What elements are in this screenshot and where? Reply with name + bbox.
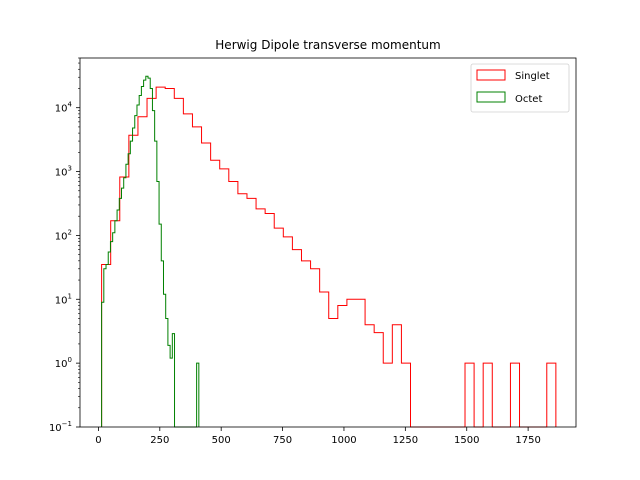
y-tick-label: 103 [55,165,72,179]
legend-label-octet: Octet [515,94,542,105]
legend-label-singlet: Singlet [515,71,550,82]
legend-swatch-singlet [476,69,506,81]
x-tick-label: 1000 [331,435,356,446]
plot-frame [79,57,577,428]
x-tick-label: 0 [95,435,101,446]
series-layer [101,75,557,428]
x-tick-label: 1750 [515,435,540,446]
y-axis: 10−1 100 101 102 103 104 [49,57,80,434]
x-tick-label: 250 [150,435,169,446]
x-tick-label: 1250 [393,435,418,446]
chart-title: Herwig Dipole transverse momentum [215,38,440,52]
legend-swatch-octet [476,91,506,103]
y-tick-label: 10−1 [49,420,72,434]
legend-box [470,63,570,113]
y-tick-label: 101 [55,292,72,306]
x-tick-label: 1500 [454,435,479,446]
y-tick-label: 100 [55,356,72,370]
series-octet [101,75,200,428]
series-singlet [101,86,557,428]
y-tick-label: 104 [55,101,73,115]
x-axis: 0 250 500 750 1000 1250 1500 1750 [95,427,541,446]
y-tick-label: 102 [55,228,72,242]
x-tick-label: 500 [212,435,231,446]
legend: Singlet Octet [470,63,570,113]
x-tick-label: 750 [273,435,292,446]
